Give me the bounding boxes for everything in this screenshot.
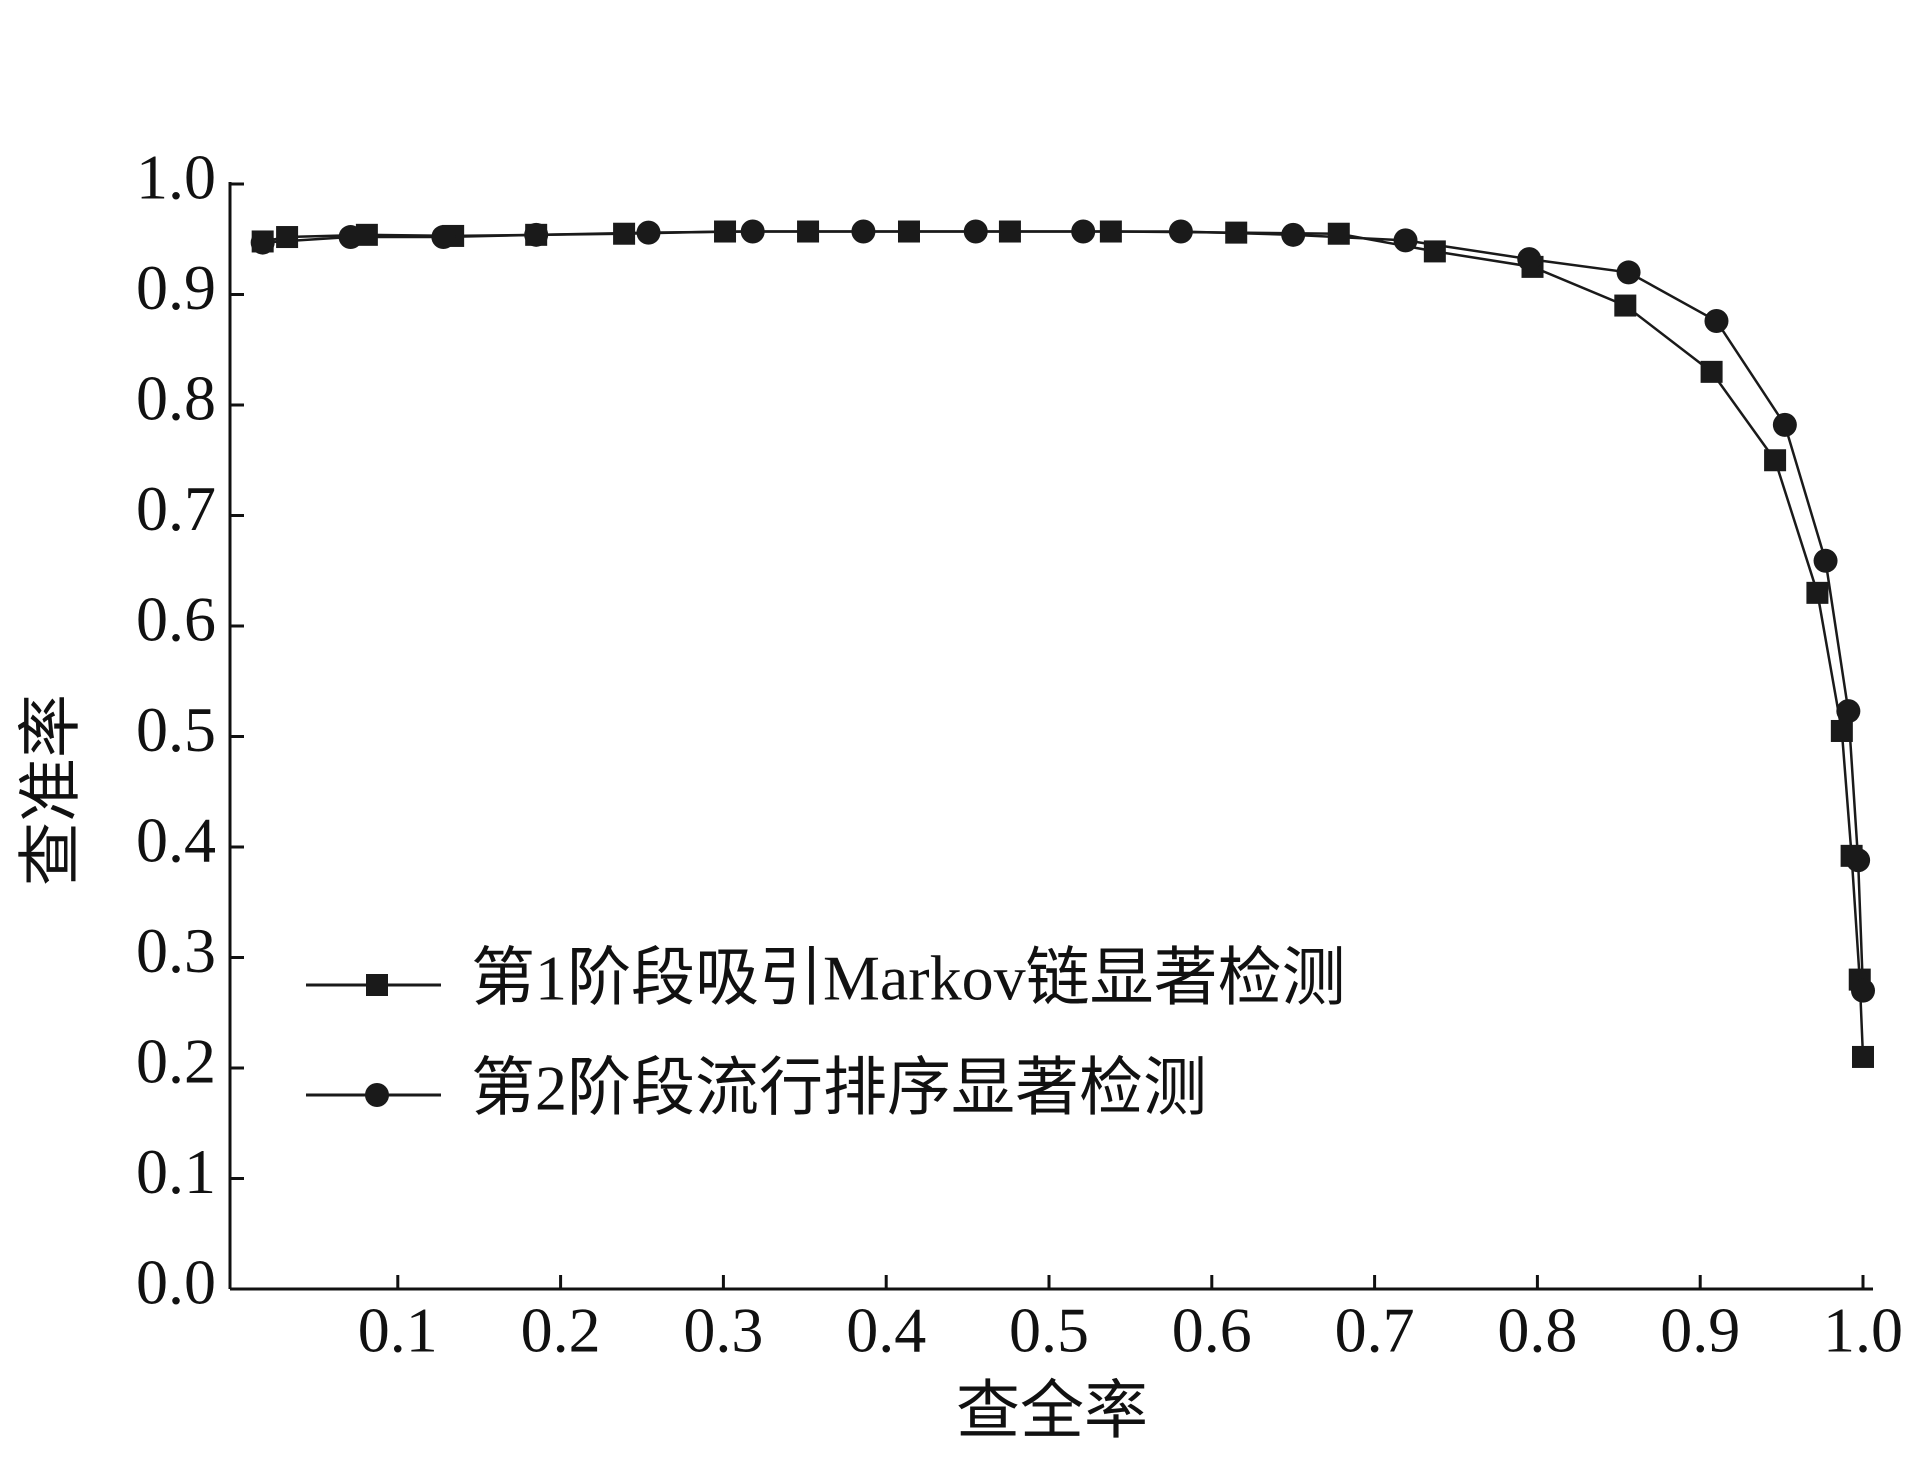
data-point	[1614, 294, 1637, 317]
data-point	[431, 225, 456, 250]
data-point	[1806, 581, 1829, 604]
series-line	[262, 230, 1865, 991]
x-tick-label: 0.2	[521, 1295, 601, 1366]
x-tick-label: 0.7	[1335, 1295, 1415, 1366]
data-point	[1764, 449, 1787, 472]
y-tick-label: 0.7	[136, 473, 216, 544]
x-tick-label: 0.5	[1009, 1295, 1089, 1366]
data-point	[740, 219, 765, 244]
data-point	[851, 219, 876, 244]
data-point	[1517, 247, 1542, 272]
data-point	[1168, 219, 1193, 244]
data-point	[636, 220, 661, 245]
y-tick-label: 0.1	[136, 1136, 216, 1207]
legend-label: 第1阶段吸引Markov链显著检测	[471, 943, 1346, 1014]
y-tick-label: 0.9	[136, 252, 216, 323]
data-point	[1846, 848, 1871, 873]
data-point	[338, 225, 363, 250]
y-tick-label: 0.0	[136, 1247, 216, 1318]
y-tick-label: 0.8	[136, 363, 216, 434]
data-point	[1852, 1045, 1874, 1068]
y-tick-label: 0.3	[136, 915, 216, 986]
legend-marker	[366, 974, 388, 996]
y-tick-label: 0.6	[136, 584, 216, 655]
data-point	[276, 226, 299, 249]
x-tick-label: 0.4	[846, 1295, 926, 1366]
x-axis-label: 查全率	[956, 1376, 1148, 1447]
x-tick-label: 0.3	[683, 1295, 763, 1366]
data-point	[1700, 360, 1723, 383]
data-point	[1813, 548, 1838, 573]
legend-marker	[365, 1083, 389, 1107]
x-tick-label: 0.1	[358, 1295, 438, 1366]
y-tick-label: 0.5	[136, 694, 216, 765]
data-point	[524, 222, 549, 247]
y-axis-label: 查准率	[16, 694, 87, 886]
data-point	[963, 219, 988, 244]
x-tick-label: 1.0	[1823, 1295, 1903, 1366]
data-point	[250, 230, 275, 255]
data-point	[1616, 260, 1641, 285]
data-point	[1393, 228, 1418, 253]
data-point	[1704, 309, 1729, 334]
x-tick-label: 0.9	[1660, 1295, 1740, 1366]
data-point	[1772, 412, 1797, 437]
series-line	[262, 230, 1865, 1058]
data-point	[1327, 222, 1350, 245]
legend-label: 第2阶段流行排序显著检测	[471, 1053, 1207, 1124]
data-point	[1851, 978, 1875, 1003]
data-point	[1071, 219, 1096, 244]
data-point	[1836, 699, 1861, 724]
data-point	[1281, 222, 1306, 247]
y-tick-label: 0.2	[136, 1026, 216, 1097]
x-tick-label: 0.8	[1497, 1295, 1577, 1366]
y-tick-label: 1.0	[136, 142, 216, 213]
x-tick-label: 0.6	[1172, 1295, 1252, 1366]
data-point	[1830, 719, 1853, 742]
y-tick-label: 0.4	[136, 805, 216, 876]
